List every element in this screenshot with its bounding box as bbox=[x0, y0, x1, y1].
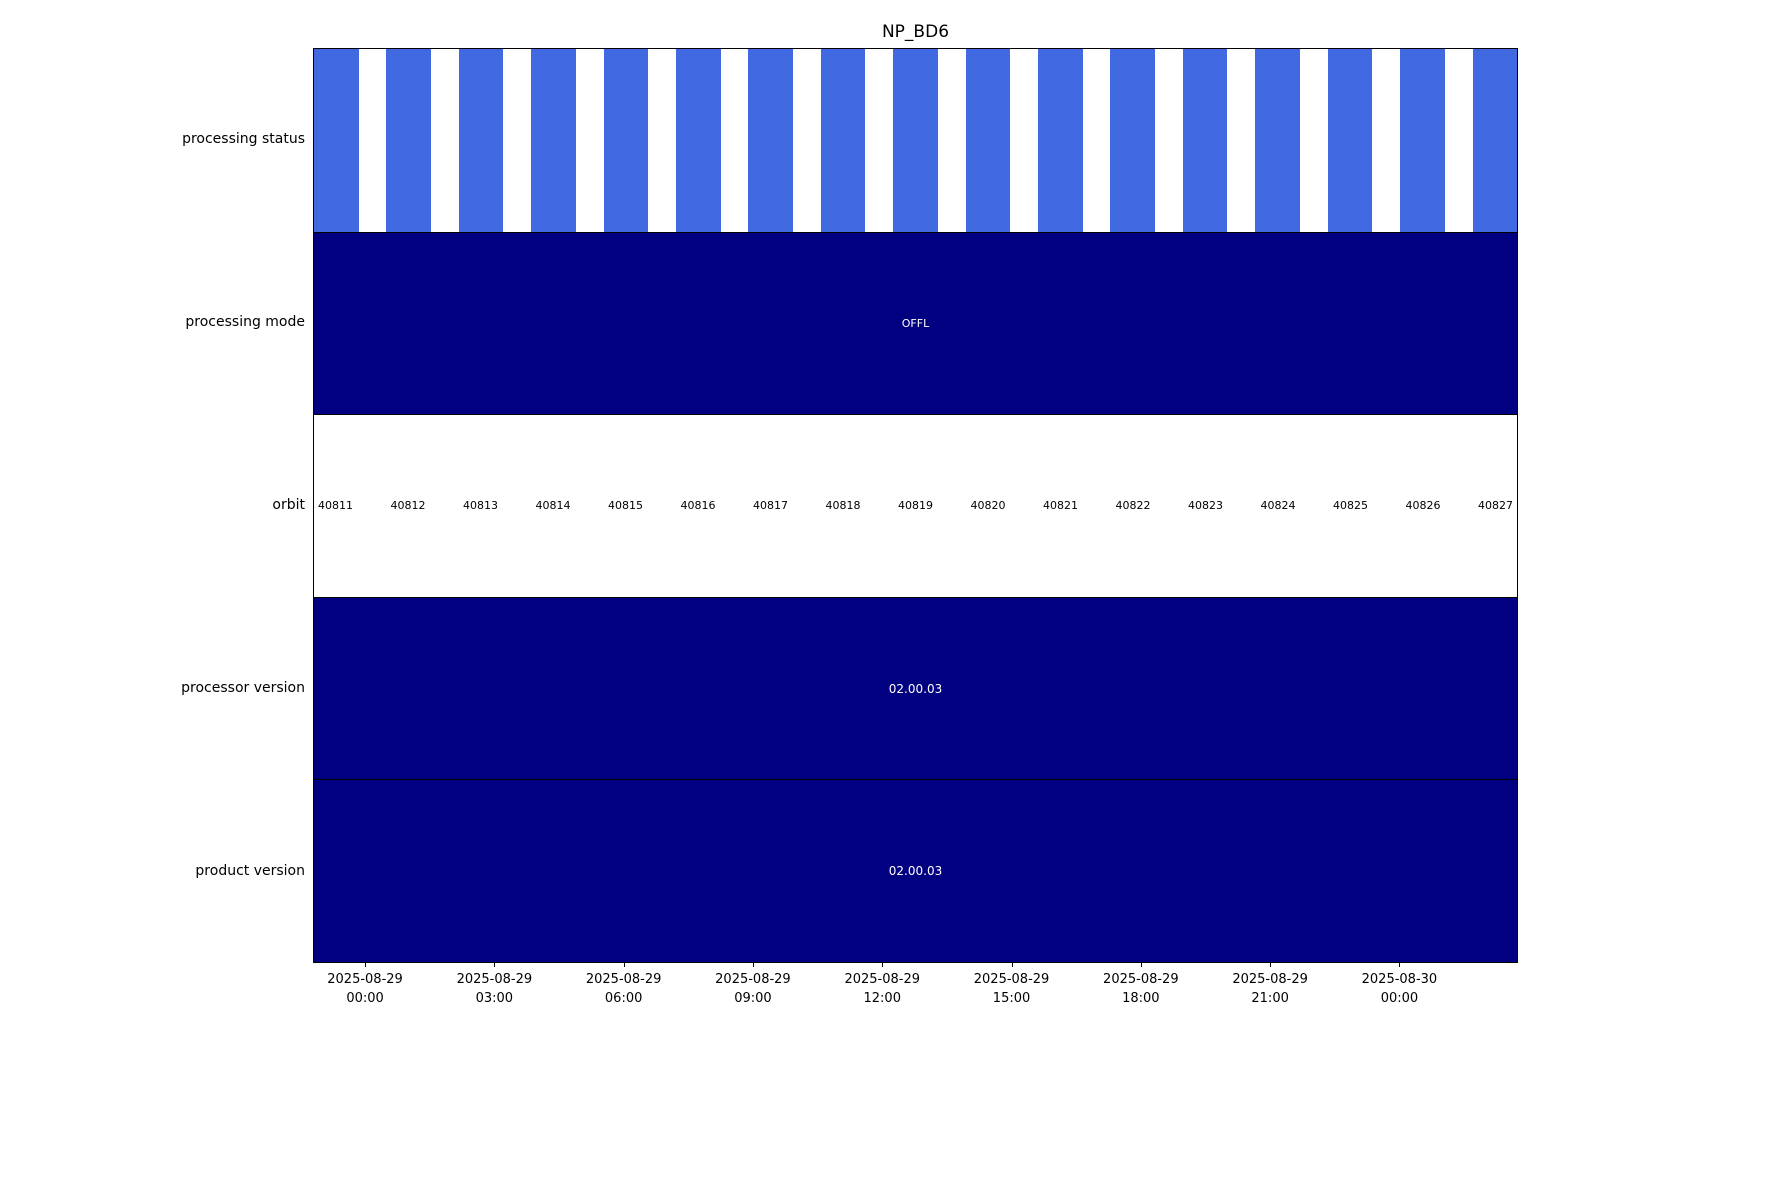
x-tick-label: 2025-08-29 06:00 bbox=[585, 972, 662, 1006]
x-tick-label: 2025-08-29 03:00 bbox=[456, 972, 533, 1006]
processing-status-bar bbox=[458, 49, 504, 232]
x-tick-mark bbox=[1140, 963, 1142, 967]
chart-title: NP_BD6 bbox=[881, 22, 950, 42]
row-label-processing-mode: processing mode bbox=[185, 314, 305, 330]
x-tick-mark bbox=[1270, 963, 1272, 967]
product-version-value: 02.00.03 bbox=[888, 864, 943, 879]
processing-status-bar bbox=[314, 49, 359, 232]
orbit-number: 40812 bbox=[390, 499, 426, 513]
x-tick-label: 2025-08-29 21:00 bbox=[1232, 972, 1308, 1006]
row-processing-mode: OFFL bbox=[314, 231, 1517, 415]
row-product-version: 02.00.03 bbox=[314, 779, 1517, 962]
x-tick-label: 2025-08-29 15:00 bbox=[973, 972, 1050, 1006]
orbit-number: 40818 bbox=[825, 499, 861, 513]
x-tick-mark bbox=[882, 963, 884, 967]
row-label-processor-version: processor version bbox=[181, 680, 305, 696]
processing-status-bar bbox=[1400, 49, 1445, 232]
processing-status-bar bbox=[603, 49, 649, 232]
row-label-orbit: orbit bbox=[272, 497, 305, 513]
orbit-number: 40814 bbox=[535, 499, 571, 513]
orbit-number: 40813 bbox=[463, 499, 498, 513]
x-tick-label: 2025-08-29 09:00 bbox=[715, 972, 791, 1006]
orbit-number: 40823 bbox=[1188, 499, 1223, 513]
x-tick-mark bbox=[623, 963, 625, 967]
orbit-number: 40825 bbox=[1333, 499, 1368, 513]
orbit-number: 40817 bbox=[753, 499, 788, 513]
processing-status-bar bbox=[1110, 49, 1155, 232]
orbit-number: 40827 bbox=[1478, 499, 1513, 513]
x-tick-label: 2025-08-29 00:00 bbox=[327, 972, 403, 1006]
orbit-number: 40811 bbox=[318, 499, 353, 513]
row-label-product-version: product version bbox=[195, 863, 305, 879]
row-label-processing-status: processing status bbox=[182, 131, 305, 147]
x-tick-mark bbox=[1011, 963, 1013, 967]
processing-status-bar bbox=[965, 49, 1011, 232]
x-tick-label: 2025-08-29 18:00 bbox=[1103, 972, 1179, 1006]
orbit-number: 40821 bbox=[1043, 499, 1078, 513]
orbit-number: 40815 bbox=[608, 499, 643, 513]
x-axis: 2025-08-29 00:00 2025-08-29 03:00 2025-08-… bbox=[313, 963, 1518, 1023]
processing-status-bar bbox=[820, 49, 866, 232]
orbit-number: 40820 bbox=[970, 499, 1006, 513]
x-tick-label: 2025-08-29 12:00 bbox=[844, 972, 921, 1006]
row-orbit: 40811 40812 40813 40814 40815 40816 40817 40818… bbox=[314, 414, 1517, 597]
row-processor-version: 02.00.03 bbox=[314, 596, 1517, 780]
processing-status-bar bbox=[748, 49, 793, 232]
processing-status-bar bbox=[676, 49, 721, 232]
processing-mode-value: OFFL bbox=[901, 316, 930, 330]
plot-area: OFFL 40811 40812 40813 40814 40815 40816 40817… bbox=[313, 48, 1518, 963]
processing-status-bar bbox=[893, 49, 938, 232]
x-tick-mark bbox=[365, 963, 367, 967]
processing-status-bar bbox=[1255, 49, 1300, 232]
processing-status-bar bbox=[1182, 49, 1228, 232]
orbit-number: 40819 bbox=[898, 499, 933, 513]
x-tick-label: 2025-08-30 00:00 bbox=[1361, 972, 1438, 1006]
orbit-number: 40824 bbox=[1260, 499, 1296, 513]
processing-status-bar bbox=[1327, 49, 1373, 232]
x-tick-mark bbox=[1399, 963, 1401, 967]
orbit-number: 40816 bbox=[680, 499, 716, 513]
x-tick-mark bbox=[752, 963, 754, 967]
row-processing-status bbox=[314, 49, 1517, 232]
processing-status-bar bbox=[1472, 49, 1517, 232]
x-tick-mark bbox=[494, 963, 496, 967]
processor-version-value: 02.00.03 bbox=[888, 681, 943, 696]
orbit-number: 40826 bbox=[1405, 499, 1441, 513]
processing-status-bar bbox=[531, 49, 576, 232]
processing-status-bar bbox=[386, 49, 431, 232]
processing-status-bar bbox=[1038, 49, 1083, 232]
orbit-number: 40822 bbox=[1115, 499, 1151, 513]
